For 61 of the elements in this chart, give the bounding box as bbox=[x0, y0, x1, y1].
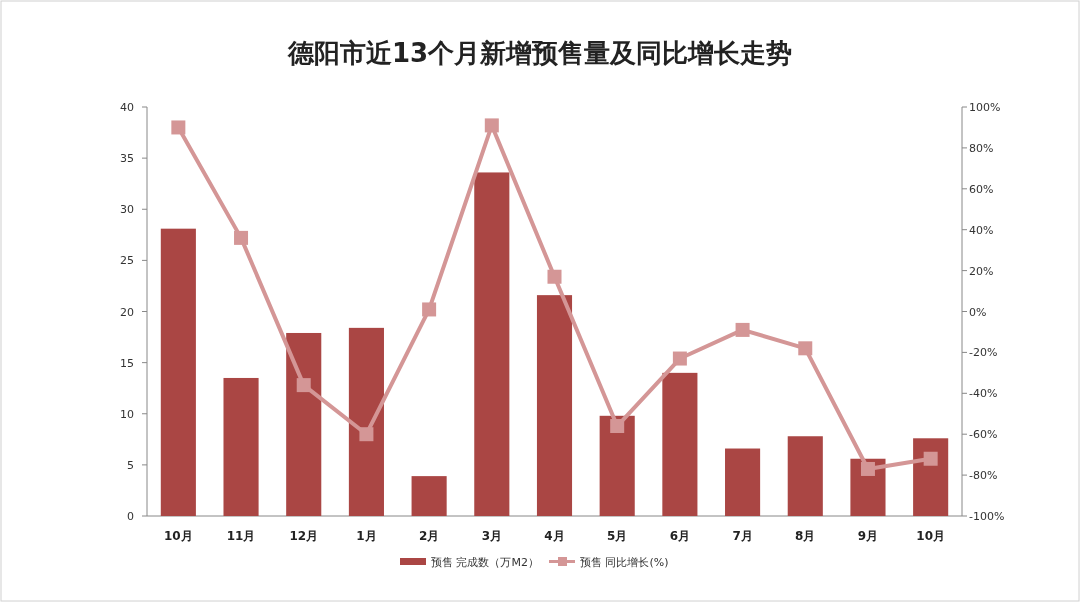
x-tick-label: 4月 bbox=[544, 529, 565, 543]
point bbox=[923, 451, 938, 466]
x-tick-label: 1月 bbox=[356, 529, 377, 543]
x-tick-label: 10月 bbox=[916, 529, 946, 543]
x-tick-label: 10月 bbox=[163, 529, 193, 543]
y-tick-label: 40 bbox=[120, 101, 134, 114]
x-tick-label: 7月 bbox=[732, 529, 753, 543]
y-tick-label: 20 bbox=[120, 305, 134, 319]
x-tick-label: 8月 bbox=[795, 529, 816, 543]
legend-label: 预售 完成数（万M2） bbox=[431, 556, 539, 569]
legend-label: 预售 同比增长(%) bbox=[580, 556, 669, 569]
point bbox=[860, 461, 875, 476]
x-tick-label: 11月 bbox=[226, 529, 256, 543]
point bbox=[610, 419, 625, 434]
bar bbox=[474, 172, 510, 516]
y-tick-label: 30 bbox=[120, 203, 134, 217]
y-tick-label: 10 bbox=[120, 407, 134, 421]
point bbox=[484, 118, 499, 133]
bar bbox=[787, 436, 823, 516]
point bbox=[296, 378, 311, 393]
point bbox=[735, 322, 750, 337]
bar bbox=[160, 228, 196, 516]
point bbox=[422, 302, 437, 317]
chart-title: 德阳市近13个月新增预售量及同比增长走势 bbox=[286, 38, 793, 68]
y2-tick-label: -60% bbox=[969, 428, 998, 442]
point bbox=[798, 341, 813, 356]
x-tick-label: 2月 bbox=[418, 529, 440, 543]
x-tick-label: 12月 bbox=[289, 529, 319, 543]
y-tick-label: 25 bbox=[120, 254, 134, 268]
y2-tick-label: 100% bbox=[969, 101, 1001, 114]
x-tick-label: 3月 bbox=[481, 529, 502, 543]
point bbox=[547, 269, 562, 284]
y2-tick-label: -40% bbox=[969, 387, 998, 401]
y2-tick-label: 0% bbox=[969, 305, 987, 319]
bar bbox=[286, 332, 322, 516]
bar bbox=[662, 372, 698, 516]
bar bbox=[913, 438, 949, 516]
point bbox=[234, 230, 249, 245]
bar bbox=[223, 377, 259, 516]
point bbox=[359, 427, 374, 442]
y-tick-label: 35 bbox=[120, 152, 134, 166]
point bbox=[672, 351, 687, 366]
bar bbox=[411, 476, 447, 516]
y2-tick-label: 40% bbox=[969, 223, 994, 237]
bar bbox=[725, 448, 761, 516]
bar bbox=[348, 327, 384, 516]
y-tick-label: 0 bbox=[127, 510, 134, 523]
y2-tick-label: 20% bbox=[969, 264, 994, 278]
y2-tick-label: 60% bbox=[969, 182, 994, 196]
y-tick-label: 5 bbox=[127, 458, 134, 472]
y-tick-label: 15 bbox=[120, 356, 134, 370]
y2-tick-label: -20% bbox=[969, 346, 998, 360]
y2-tick-label: -80% bbox=[969, 469, 998, 483]
point bbox=[171, 120, 186, 135]
x-tick-label: 6月 bbox=[669, 529, 691, 543]
y2-tick-label: -100% bbox=[969, 510, 1005, 523]
bar bbox=[599, 415, 635, 516]
x-tick-label: 9月 bbox=[857, 529, 879, 543]
y2-tick-label: 80% bbox=[969, 141, 994, 155]
x-tick-label: 5月 bbox=[607, 529, 628, 543]
bar bbox=[536, 295, 573, 516]
